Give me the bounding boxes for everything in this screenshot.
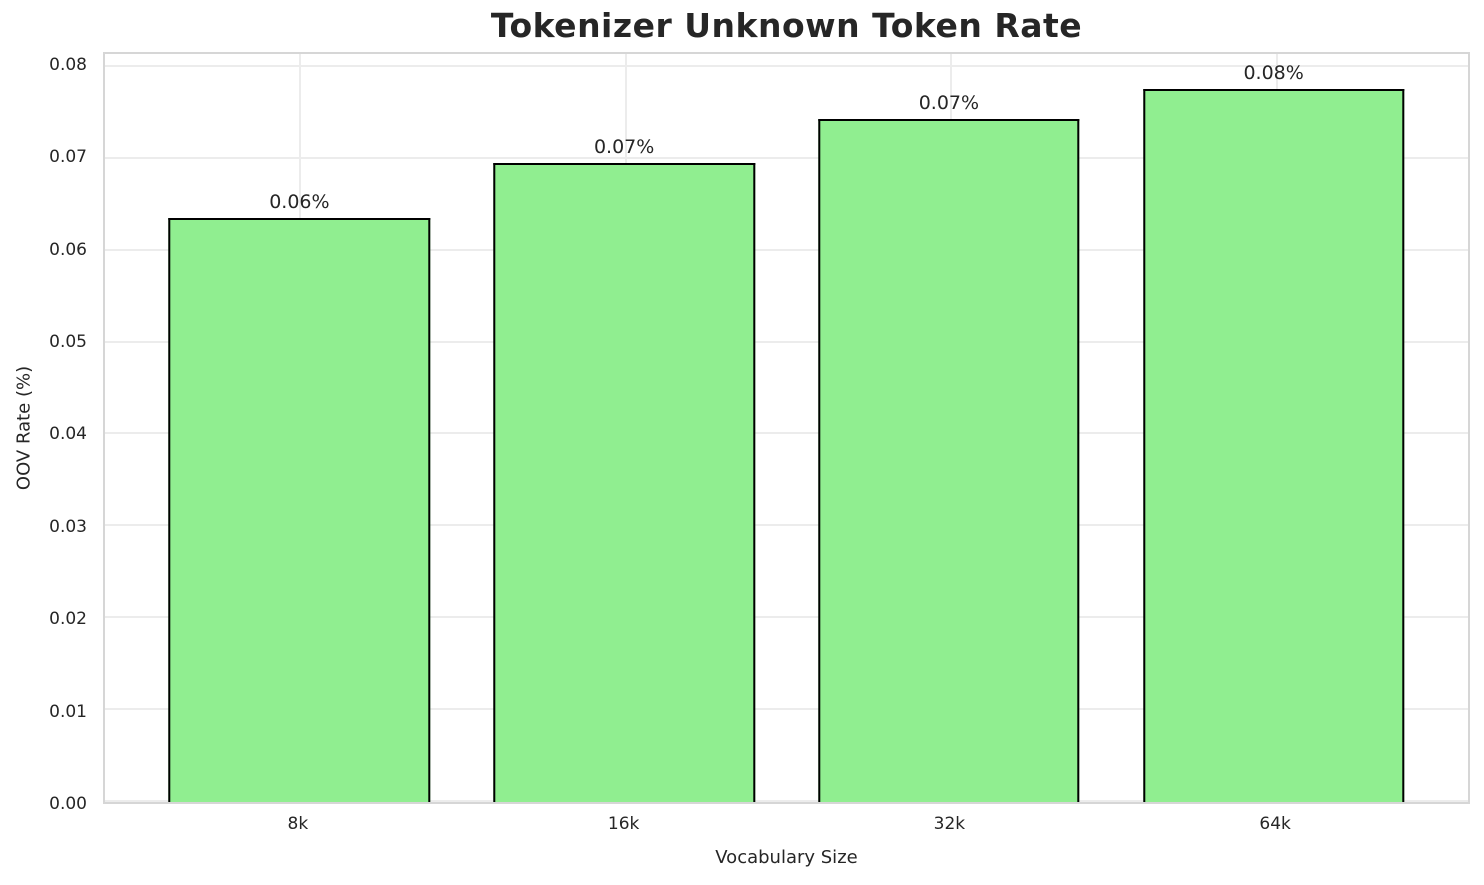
bar-slot: 0.06% <box>137 54 462 802</box>
y-tick-label: 0.01 <box>49 701 87 722</box>
gridline-horizontal <box>105 616 1468 619</box>
y-tick-label: 0.06 <box>49 239 87 260</box>
bar-slot: 0.08% <box>1111 54 1436 802</box>
x-tick-label: 32k <box>933 814 966 834</box>
y-axis-ticks: 0.00 0.01 0.02 0.03 0.04 0.05 0.06 0.07 0.08 <box>0 52 95 814</box>
gridline-horizontal <box>105 248 1468 251</box>
bar-8k <box>168 217 431 802</box>
bar-value-label: 0.08% <box>1243 61 1304 84</box>
x-tick-label: 64k <box>1259 814 1291 834</box>
y-tick-label: 0.07 <box>49 147 87 168</box>
y-tick-label: 0.00 <box>49 794 87 814</box>
gridline-horizontal <box>105 156 1468 159</box>
gridline-horizontal <box>105 800 1468 802</box>
bar-slot: 0.07% <box>787 54 1112 802</box>
y-tick-label: 0.02 <box>49 609 87 630</box>
x-axis-label: Vocabulary Size <box>715 847 858 868</box>
bar-slot: 0.07% <box>462 54 787 802</box>
plot-area: 0.06% 0.07% 0.07% 0.08% <box>103 52 1470 804</box>
x-tick-label: 16k <box>607 814 640 834</box>
gridline-horizontal <box>105 708 1468 711</box>
x-axis-ticks: 8k 16k 32k 64k <box>103 814 1470 834</box>
bar-32k <box>818 119 1080 802</box>
bar-16k <box>493 163 755 802</box>
chart-title: Tokenizer Unknown Token Rate <box>490 6 1083 45</box>
bar-value-label: 0.06% <box>269 190 330 213</box>
gridline-horizontal <box>105 64 1468 67</box>
bar-value-label: 0.07% <box>918 92 980 115</box>
y-tick-label: 0.04 <box>49 424 87 445</box>
bar-series: 0.06% 0.07% 0.07% 0.08% <box>105 54 1468 802</box>
y-tick-label: 0.03 <box>49 516 87 537</box>
gridline-horizontal <box>105 524 1468 527</box>
gridline-horizontal <box>105 432 1468 435</box>
y-tick-label: 0.05 <box>49 332 87 353</box>
bar-64k <box>1142 88 1405 802</box>
y-tick-label: 0.08 <box>49 54 87 75</box>
gridline-horizontal <box>105 340 1468 343</box>
bar-value-label: 0.07% <box>593 136 655 159</box>
x-tick-label: 8k <box>287 814 309 834</box>
